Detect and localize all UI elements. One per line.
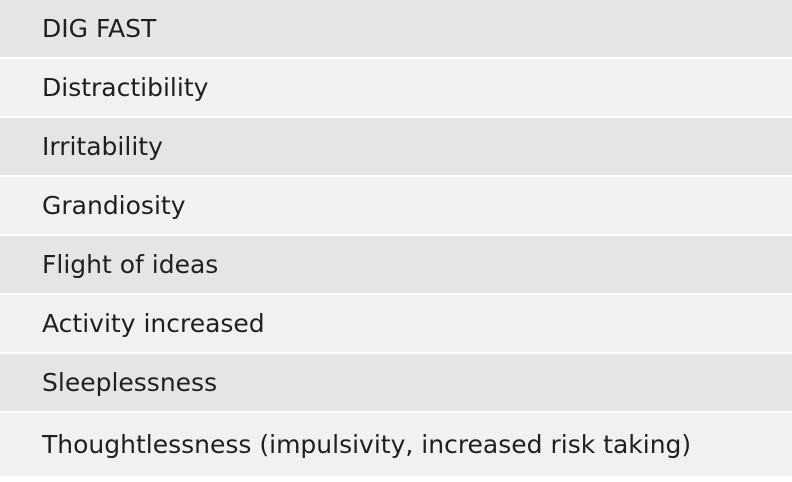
table-row-text: Sleeplessness [42, 368, 218, 397]
table-row-thoughtlessness: Thoughtlessness (impulsivity, increased … [0, 413, 792, 476]
table-row-text: Irritability [42, 132, 163, 161]
table-row-text: Activity increased [42, 309, 265, 338]
table-row-text: Thoughtlessness (impulsivity, increased … [42, 430, 692, 459]
table-row-distractibility: Distractibility [0, 59, 792, 116]
table-row-activity-increased: Activity increased [0, 295, 792, 352]
table-row-text: Grandiosity [42, 191, 186, 220]
table-row-sleeplessness: Sleeplessness [0, 354, 792, 411]
table-row-flight-of-ideas: Flight of ideas [0, 236, 792, 293]
table-header-row: DIG FAST [0, 0, 792, 57]
table-row-text: Distractibility [42, 73, 209, 102]
table-row-grandiosity: Grandiosity [0, 177, 792, 234]
table-row-irritability: Irritability [0, 118, 792, 175]
table-header-text: DIG FAST [42, 14, 157, 43]
table-row-text: Flight of ideas [42, 250, 219, 279]
